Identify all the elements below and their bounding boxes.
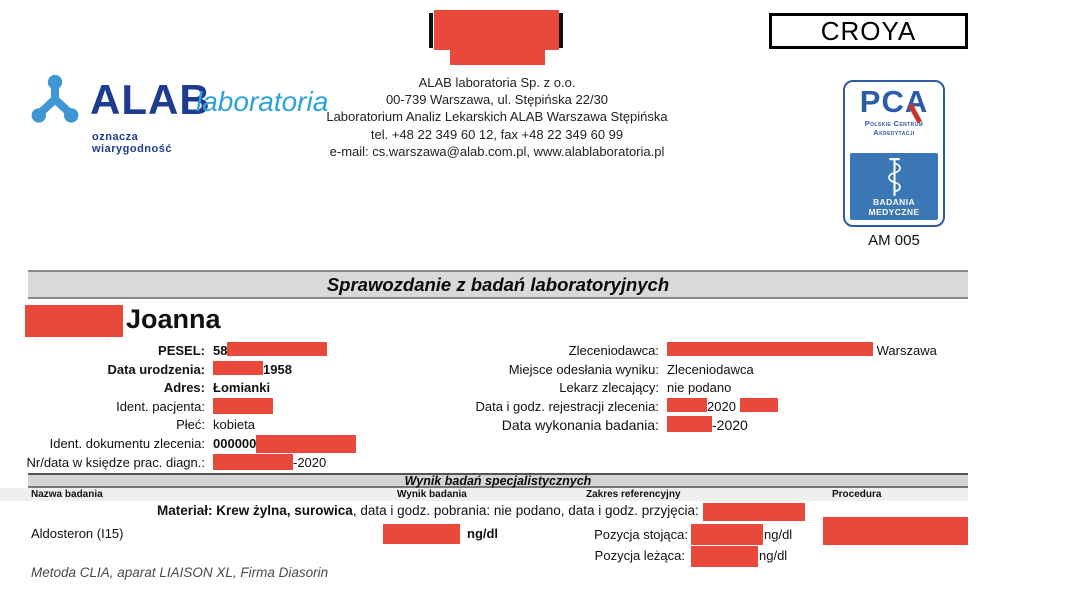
order-doc-row: Ident. dokumentu zlecenia: 000000 <box>0 434 357 454</box>
redaction-box <box>256 434 357 453</box>
email-web: e-mail: cs.warszawa@alab.com.pl, www.ala… <box>329 143 665 159</box>
redaction-box <box>213 453 293 470</box>
diag-book-row: Nr/data w księdze prac. diagn.: -2020 <box>0 453 356 473</box>
pca-medical-badge: BADANIA MEDYCZNE <box>850 153 938 220</box>
brand-suffix: laboratoria <box>196 86 329 117</box>
barcode-mark-right <box>559 13 563 48</box>
diag-book-label: Nr/data w księdze prac. diagn.: <box>26 454 205 470</box>
sex-row: Płeć: kobieta <box>0 416 356 435</box>
lying-position-label: Pozycja leżąca: <box>594 548 685 563</box>
pca-badge-line2: MEDYCZNE <box>868 206 920 217</box>
pesel-row: PESEL: 58 <box>0 342 356 361</box>
results-column-headers: Nazwa badania Wynik badania Zakres refer… <box>0 488 968 501</box>
execution-date-suffix: -2020 <box>712 417 748 434</box>
column-procedure: Procedura <box>832 489 882 500</box>
accreditation-number: AM 005 <box>868 232 920 249</box>
birthdate-label: Data urodzenia: <box>107 361 205 377</box>
registration-date-row: Data i godz. rejestracji zlecenia: 2020 <box>437 397 937 417</box>
pca-badge-line1: BADANIA <box>873 197 915 207</box>
address-label: Adres: <box>163 380 205 396</box>
company-address: 00-739 Warszawa, ul. Stępińska 22/30 <box>385 92 609 108</box>
pca-org-name: Polskie Centrum Akredytacji <box>845 119 943 137</box>
column-test-name: Nazwa badania <box>31 489 103 500</box>
redaction-box <box>667 342 873 356</box>
method-note: Metoda CLIA, aparat LIAISON XL, Firma Di… <box>31 565 329 580</box>
order-doc-label: Ident. dokumentu zlecenia: <box>49 435 205 451</box>
pesel-label: PESEL: <box>158 343 205 358</box>
sex-value: kobieta <box>213 417 255 433</box>
result-unit: ng/dl <box>467 526 499 541</box>
patient-details: PESEL: 58 Data urodzenia: 1958 Adres: Ło… <box>0 342 357 473</box>
redaction-box <box>739 397 778 412</box>
redaction-box <box>434 10 559 50</box>
standing-position-label: Pozycja stojąca: <box>594 527 688 542</box>
orderer-suffix: Warszawa <box>876 343 937 358</box>
test-name: Aldosteron (I15) <box>31 526 124 541</box>
column-reference-range: Zakres referencyjny <box>586 489 681 500</box>
column-result: Wynik badania <box>397 489 467 500</box>
report-title: Sprawozdanie z badań laboratoryjnych <box>28 270 968 299</box>
company-address-block: ALAB laboratoria Sp. z o.o. 00-739 Warsz… <box>257 74 737 160</box>
pca-acronym: PCA <box>845 85 943 119</box>
registration-date-label: Data i godz. rejestracji zlecenia: <box>475 398 659 414</box>
croya-stamp: CROYA <box>769 13 968 49</box>
lying-position-unit: ng/dl <box>759 548 788 563</box>
lab-name: Laboratorium Analiz Lekarskich ALAB Wars… <box>326 109 668 125</box>
redaction-box <box>702 503 805 521</box>
physician-label: Lekarz zlecający: <box>559 380 659 396</box>
result-destination-row: Miejsce odesłania wyniku: Zleceniodawca <box>437 361 937 380</box>
result-destination-label: Miejsce odesłania wyniku: <box>508 361 659 377</box>
execution-date-label: Data wykonania badania: <box>501 417 659 434</box>
redaction-box <box>383 524 460 544</box>
redaction-box <box>25 305 123 337</box>
company-name: ALAB laboratoria Sp. z o.o. <box>418 75 576 90</box>
alab-trefoil-icon <box>31 74 79 123</box>
pca-accreditation-logo: PCA Polskie Centrum Akredytacji BADANIA … <box>843 80 945 227</box>
results-section-title: Wynik badań specjalistycznych <box>28 473 968 488</box>
redaction-box <box>667 416 712 433</box>
pca-badge-text: BADANIA MEDYCZNE <box>850 197 938 217</box>
barcode-mark-left <box>429 13 433 48</box>
result-destination-value: Zleceniodawca <box>667 361 754 377</box>
registration-date-mid: 2020 <box>707 398 736 414</box>
order-doc-prefix: 000000 <box>213 435 257 451</box>
redaction-box <box>691 546 758 567</box>
brand-name: ALAB <box>90 76 211 123</box>
address-value: Łomianki <box>213 380 271 396</box>
redaction-box <box>450 50 545 65</box>
birthdate-value-suffix: 1958 <box>263 361 292 377</box>
patient-id-label: Ident. pacjenta: <box>116 398 205 414</box>
material-rest-part: , data i godz. pobrania: nie podano, dat… <box>352 503 703 518</box>
orderer-label: Zleceniodawca: <box>568 343 659 358</box>
redaction-box <box>691 524 763 545</box>
order-details: Zleceniodawca: Warszawa Miejsce odesłani… <box>437 342 937 435</box>
execution-date-row: Data wykonania badania: -2020 <box>437 416 937 435</box>
redaction-box <box>823 517 968 545</box>
diag-book-suffix: -2020 <box>293 454 327 470</box>
redaction-box <box>213 360 263 375</box>
address-row: Adres: Łomianki <box>0 379 356 398</box>
asclepius-rod-icon <box>887 158 901 196</box>
material-bold-part: Materiał: Krew żylna, surowica <box>157 503 353 518</box>
orderer-row: Zleceniodawca: Warszawa <box>437 342 937 361</box>
pesel-value-prefix: 58 <box>213 343 228 358</box>
material-line: Materiał: Krew żylna, surowica, data i g… <box>157 503 805 521</box>
patient-first-name: Joanna <box>126 304 221 334</box>
physician-value: nie podano <box>667 380 732 396</box>
pca-org-line1: Polskie Centrum <box>864 119 924 128</box>
patient-id-row: Ident. pacjenta: <box>0 397 356 417</box>
redaction-box <box>213 397 273 414</box>
sex-label: Płeć: <box>176 417 205 433</box>
standing-position-unit: ng/dl <box>764 527 793 542</box>
pca-org-line2: Akredytacji <box>873 128 915 137</box>
redaction-box <box>667 397 707 412</box>
phone-fax: tel. +48 22 349 60 12, fax +48 22 349 60… <box>370 126 624 142</box>
physician-row: Lekarz zlecający: nie podano <box>437 379 937 398</box>
birthdate-row: Data urodzenia: 1958 <box>0 360 356 380</box>
brand-tagline: oznacza wiarygodność <box>92 131 172 155</box>
redaction-box <box>227 342 328 356</box>
